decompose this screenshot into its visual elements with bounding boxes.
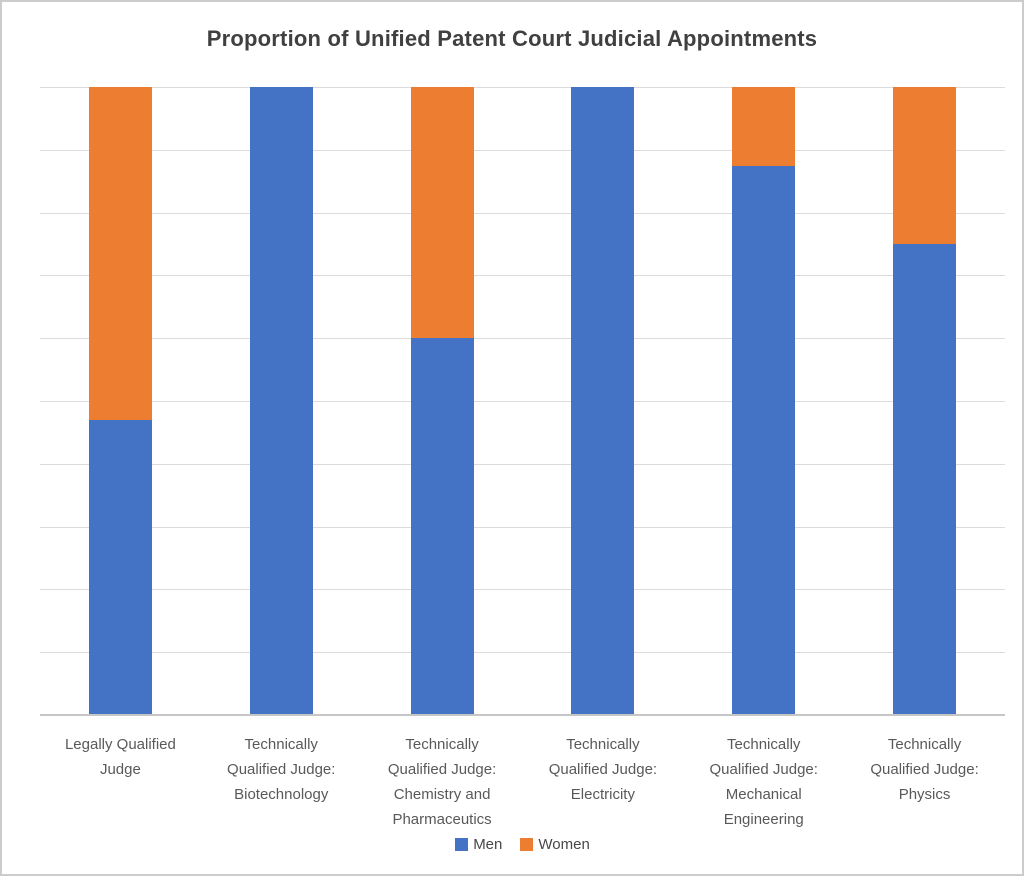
bar-slot-technically-qualified-judge-chemistry-and-pharmaceutics: [362, 87, 523, 715]
bar-legally-qualified-judge: [88, 87, 152, 715]
plot-area: [40, 87, 1005, 716]
bar-segment-men: [893, 244, 957, 715]
bar-segment-men: [571, 87, 635, 715]
x-axis-labels: Legally Qualified Judge Technically Quali…: [40, 732, 1005, 832]
gridline: [40, 526, 1005, 528]
legend-item-women: Women: [520, 836, 590, 853]
bar-technically-qualified-judge-physics: [893, 87, 957, 715]
gridline: [40, 149, 1005, 151]
gridline: [40, 338, 1005, 340]
bar-segment-men: [249, 87, 313, 715]
x-axis-label-technically-qualified-judge-mechanical-engineering: Technically Qualified Judge: Mechanical …: [683, 732, 844, 832]
legend-swatch-men: [455, 838, 469, 851]
gridline: [40, 401, 1005, 402]
bar-slot-technically-qualified-judge-physics: [844, 87, 1005, 715]
x-axis-label-technically-qualified-judge-physics: Technically Qualified Judge: Physics: [844, 732, 1005, 832]
x-axis-label-text: Technically Qualified Judge: Mechanical …: [709, 736, 818, 828]
bar-slot-technically-qualified-judge-mechanical-engineering: [683, 87, 844, 715]
bar-segment-men: [410, 338, 474, 715]
bar-segment-men: [732, 165, 796, 715]
x-axis-label-text: Legally Qualified Judge: [64, 736, 176, 778]
legend: Men Women: [40, 836, 1005, 853]
x-axis-label-technically-qualified-judge-chemistry-and-pharmaceutics: Technically Qualified Judge: Chemistry a…: [362, 732, 523, 832]
gridline: [40, 275, 1005, 277]
x-axis-label-text: Technically Qualified Judge: Biotechnolo…: [227, 736, 336, 803]
bar-technically-qualified-judge-biotechnology: [249, 87, 313, 715]
x-axis-label-text: Technically Qualified Judge: Chemistry a…: [387, 736, 497, 828]
bars-layer: [40, 87, 1005, 715]
legend-swatch-women: [520, 838, 534, 851]
bar-slot-technically-qualified-judge-electricity: [522, 87, 683, 715]
gridline: [40, 463, 1005, 465]
legend-label: Women: [538, 836, 590, 853]
gridline: [40, 212, 1005, 214]
chart-title: Proportion of Unified Patent Court Judic…: [206, 26, 818, 51]
x-axis-label-text: Technically Qualified Judge: Electricity: [548, 736, 658, 803]
bar-segment-women: [88, 87, 152, 420]
x-axis-line: [40, 714, 1005, 716]
x-axis-label-legally-qualified-judge: Legally Qualified Judge: [40, 732, 201, 832]
bar-technically-qualified-judge-mechanical-engineering: [732, 87, 796, 715]
bar-technically-qualified-judge-electricity: [571, 87, 635, 715]
bar-technically-qualified-judge-chemistry-and-pharmaceutics: [410, 87, 474, 715]
bar-segment-men: [88, 419, 152, 715]
legend-label: Men: [473, 836, 503, 853]
bar-segment-women: [410, 87, 474, 339]
bar-slot-technically-qualified-judge-biotechnology: [201, 87, 362, 715]
gridline: [40, 87, 1005, 88]
bar-slot-legally-qualified-judge: [40, 87, 201, 715]
gridline: [40, 652, 1005, 654]
x-axis-label-technically-qualified-judge-electricity: Technically Qualified Judge: Electricity: [522, 732, 683, 832]
x-axis-label-technically-qualified-judge-biotechnology: Technically Qualified Judge: Biotechnolo…: [201, 732, 362, 832]
legend-item-men: Men: [455, 836, 502, 853]
x-axis-label-text: Technically Qualified Judge: Physics: [870, 736, 979, 803]
gridline: [40, 589, 1005, 591]
bar-segment-women: [732, 87, 796, 166]
bar-segment-women: [893, 87, 957, 244]
